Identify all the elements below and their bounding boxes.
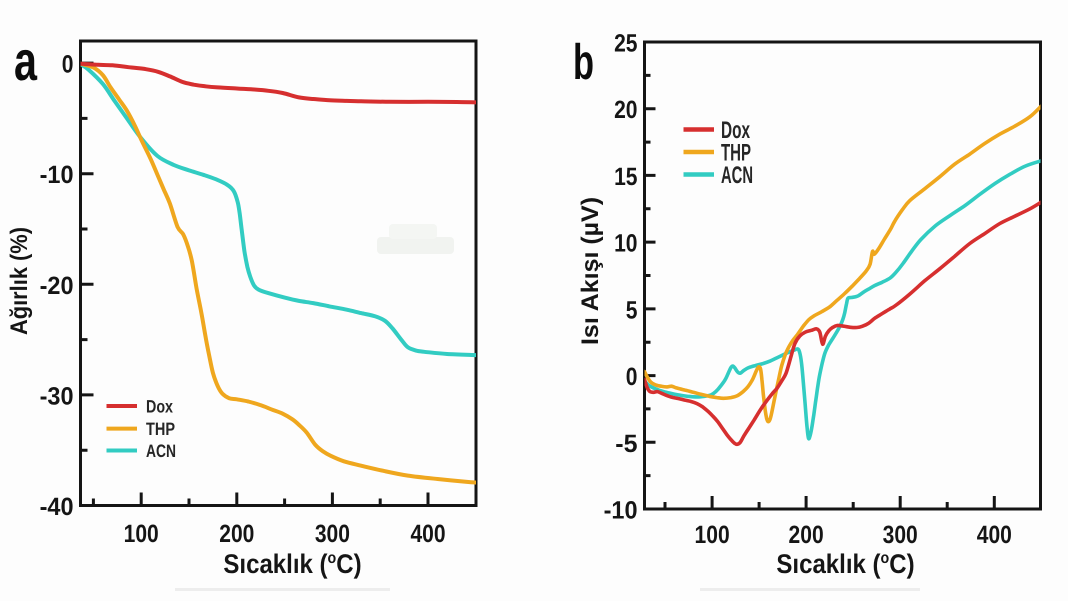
svg-text:5: 5: [626, 296, 638, 324]
svg-text:Sıcaklık (oC): Sıcaklık (oC): [223, 549, 361, 579]
svg-text:Dox: Dox: [146, 396, 173, 416]
svg-text:Isı Akışı (µV): Isı Akışı (µV): [577, 197, 604, 345]
svg-text:-40: -40: [40, 493, 74, 521]
svg-text:400: 400: [410, 520, 445, 548]
svg-text:300: 300: [883, 521, 918, 549]
svg-text:-5: -5: [615, 430, 637, 458]
svg-text:15: 15: [614, 163, 637, 191]
svg-text:Sıcaklık (oC): Sıcaklık (oC): [776, 549, 914, 579]
svg-text:ACN: ACN: [721, 162, 753, 189]
svg-text:100: 100: [124, 520, 159, 548]
svg-text:THP: THP: [146, 419, 175, 439]
svg-text:-20: -20: [40, 272, 74, 300]
svg-text:-10: -10: [604, 497, 638, 525]
svg-text:20: 20: [614, 96, 637, 124]
svg-text:Dox: Dox: [721, 117, 750, 144]
svg-text:400: 400: [977, 521, 1012, 549]
svg-text:100: 100: [695, 521, 730, 549]
svg-text:-30: -30: [40, 382, 74, 410]
svg-text:Ağırlık (%): Ağırlık (%): [6, 227, 33, 335]
svg-text:200: 200: [789, 521, 824, 549]
svg-text:0: 0: [626, 363, 638, 391]
svg-text:10: 10: [614, 230, 637, 258]
svg-text:25: 25: [614, 30, 637, 58]
svg-text:b: b: [573, 34, 594, 90]
svg-text:ACN: ACN: [146, 441, 176, 461]
svg-text:200: 200: [219, 520, 254, 548]
svg-text:300: 300: [315, 520, 350, 548]
svg-text:a: a: [14, 29, 38, 92]
svg-text:THP: THP: [721, 139, 751, 166]
svg-text:0: 0: [62, 51, 74, 79]
svg-text:-10: -10: [40, 161, 74, 189]
